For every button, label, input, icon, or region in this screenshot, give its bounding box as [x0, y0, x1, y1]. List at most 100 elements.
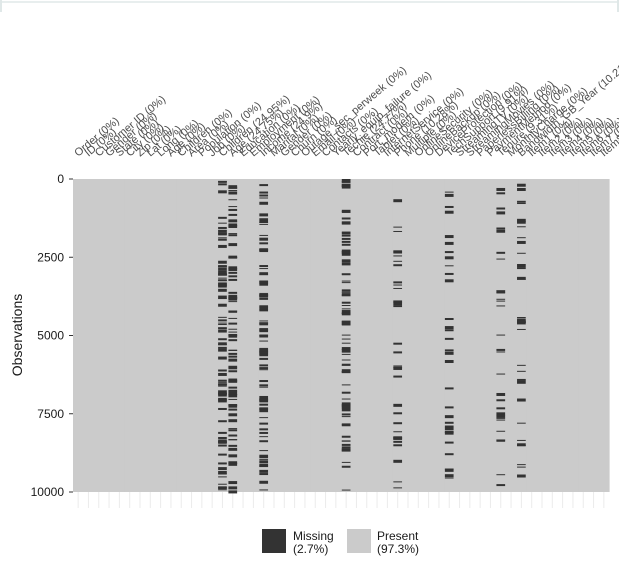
missing-mark: [517, 237, 526, 239]
missing-mark: [259, 248, 269, 251]
missing-mark: [341, 391, 351, 394]
top-border-left: [0, 0, 2, 12]
missing-mark: [496, 334, 506, 336]
top-border: [0, 1, 619, 3]
y-tick-label: 2500: [37, 250, 64, 264]
missing-mark: [496, 351, 506, 353]
missing-mark: [341, 443, 351, 446]
column-present-area: [485, 179, 497, 492]
missing-mark: [341, 384, 351, 386]
missing-mark: [341, 305, 351, 307]
missing-mark: [341, 252, 351, 256]
missing-mark: [259, 440, 269, 443]
missing-mark: [218, 476, 227, 478]
missing-mark: [228, 404, 238, 407]
missing-mark: [228, 208, 238, 211]
missing-mark: [218, 181, 227, 183]
missing-mark: [228, 322, 238, 325]
column-present-area: [547, 179, 559, 492]
missing-mark: [218, 244, 227, 248]
missing-mark: [218, 392, 227, 394]
missing-mark: [259, 223, 269, 225]
missing-mark: [228, 449, 238, 451]
column-present-area: [165, 179, 177, 492]
missing-mark: [218, 232, 227, 235]
legend: Missing (2.7%) Present (97.3%): [262, 529, 462, 561]
missing-mark: [517, 422, 526, 424]
missing-mark: [259, 351, 269, 354]
missing-mark: [393, 287, 403, 289]
missing-mark: [393, 422, 403, 425]
column-present-area: [279, 179, 291, 492]
column-present-area: [299, 179, 311, 492]
missing-mark: [444, 326, 454, 330]
missing-mark: [341, 289, 351, 292]
missing-mark: [496, 417, 506, 419]
missing-mark: [228, 334, 238, 338]
missing-mark: [393, 342, 403, 345]
missing-mark: [218, 216, 227, 219]
missing-mark: [259, 436, 269, 438]
missing-mark: [218, 483, 227, 485]
missing-mark: [393, 251, 403, 254]
missing-mark: [341, 423, 351, 426]
missing-mark: [517, 439, 526, 441]
missing-mark: [444, 474, 454, 478]
missing-mark: [393, 264, 403, 267]
missing-mark: [259, 305, 269, 308]
missing-mark: [228, 386, 238, 389]
missing-mark: [228, 267, 238, 271]
missing-mark: [228, 223, 238, 227]
missing-mark: [218, 283, 227, 287]
column-present-area: [433, 179, 445, 492]
missing-mark: [228, 367, 238, 370]
missing-mark: [341, 280, 351, 282]
missing-mark: [228, 428, 238, 430]
missing-mark: [218, 372, 227, 376]
missing-mark: [341, 351, 351, 353]
missing-mark: [259, 220, 269, 223]
missing-mark: [259, 218, 269, 222]
missing-mark: [259, 265, 269, 268]
missing-mark: [517, 398, 526, 402]
missing-mark: [393, 226, 403, 228]
missing-mark: [341, 398, 351, 400]
missing-mark: [341, 232, 351, 235]
missing-mark: [218, 222, 227, 224]
missing-mark: [496, 251, 506, 254]
missing-mark: [517, 252, 526, 254]
missing-mark: [228, 447, 238, 450]
missing-mark: [259, 409, 269, 413]
missing-mark: [341, 293, 351, 297]
missing-mark: [444, 193, 454, 197]
heatmap-columns: [73, 179, 610, 492]
missing-mark: [218, 400, 227, 403]
missing-mark: [444, 210, 454, 214]
missing-mark: [218, 441, 227, 444]
missing-mark: [218, 279, 227, 281]
missing-mark: [228, 243, 238, 247]
missing-mark: [228, 349, 238, 351]
missing-marks: [218, 179, 526, 494]
missing-mark: [218, 392, 227, 395]
missing-mark: [341, 311, 351, 314]
column-present-area: [176, 179, 187, 492]
missing-mark: [218, 467, 227, 471]
missing-mark: [496, 305, 506, 307]
missing-mark: [259, 292, 269, 294]
missing-mark: [259, 353, 269, 357]
column-present-area: [382, 179, 394, 492]
missing-mark: [228, 486, 238, 490]
column-present-area: [93, 179, 105, 492]
missing-mark: [218, 316, 227, 318]
missing-mark: [218, 390, 227, 392]
missing-mark: [341, 243, 351, 246]
missing-mark: [259, 329, 269, 331]
column-present-area: [83, 179, 95, 492]
missing-mark: [444, 337, 454, 340]
column-present-area: [73, 179, 84, 492]
missing-mark: [259, 403, 269, 406]
missing-mark: [228, 490, 238, 494]
missing-mark: [341, 446, 351, 449]
missing-mark: [517, 378, 526, 381]
